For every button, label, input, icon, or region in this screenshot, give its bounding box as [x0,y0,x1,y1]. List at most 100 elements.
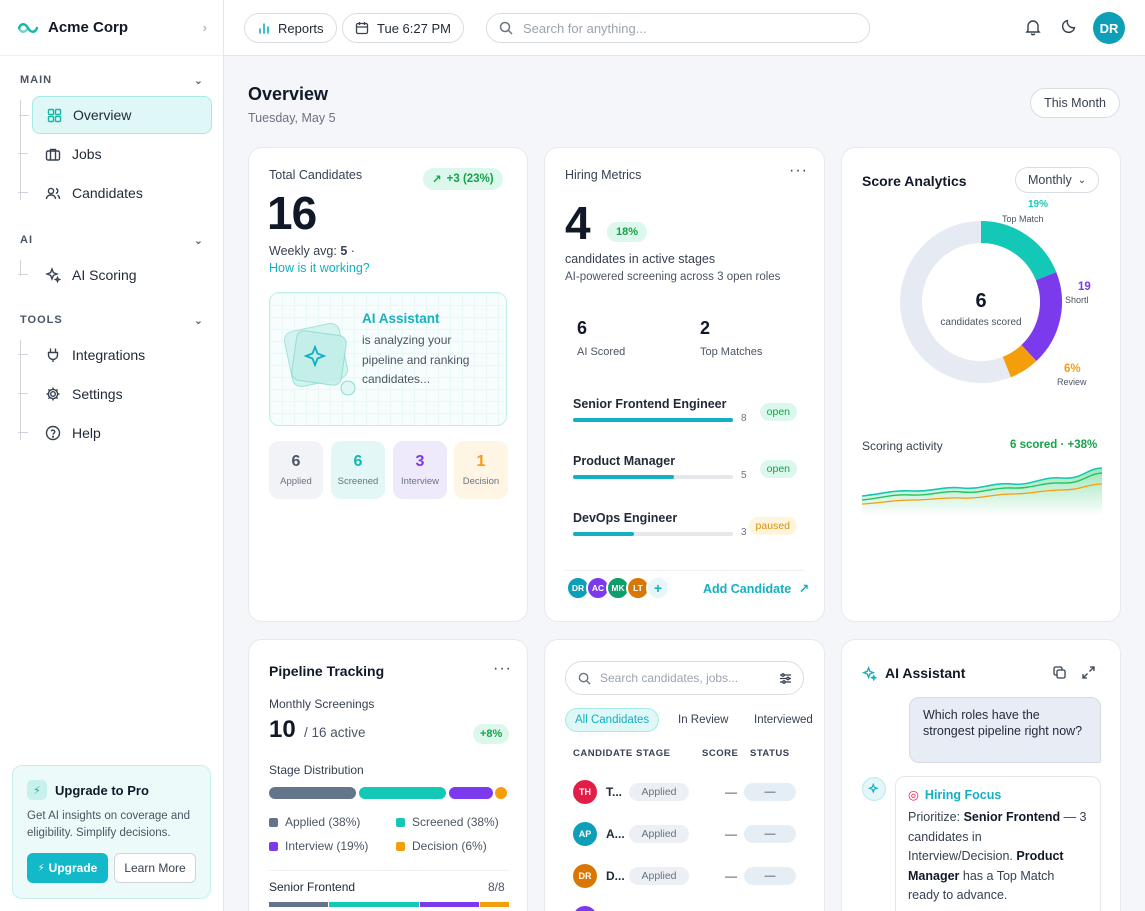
copy-icon[interactable] [1053,666,1066,679]
top-match-label: Top Match [1002,214,1044,224]
candidate-search-input[interactable]: Search candidates, jobs... [565,661,804,695]
section-main[interactable]: MAIN ⌄ [0,70,224,90]
expand-icon[interactable] [1082,666,1095,679]
focus-label: Hiring Focus [924,787,1002,802]
answer-part: — 3 candidates in Interview/Decision. [908,810,1087,863]
role-status-badge: open [759,403,797,421]
add-candidate-link[interactable]: Add Candidate ↗ [703,581,809,596]
tab-all-candidates[interactable]: All Candidates [565,708,660,732]
arrow-up-right-icon: ↗ [798,582,810,596]
score-title: Score Analytics [862,173,967,189]
user-avatar[interactable]: DR [1093,12,1125,44]
role-status-badge: paused [748,517,797,535]
review-label: Review [1057,377,1087,387]
role-progress [573,475,733,479]
dist-seg-decision [495,787,507,799]
stage-count: 1 [476,453,486,470]
donut-slice-other[interactable] [900,221,1011,383]
stage-interview[interactable]: 3 Interview [393,441,447,499]
role-name: Product Manager [573,454,676,468]
ai-banner-title: AI Assistant [362,311,440,326]
role-name: Senior Frontend Engineer [573,397,727,411]
moon-icon[interactable] [1061,18,1077,34]
section-ai[interactable]: AI ⌄ [0,230,224,250]
plug-icon [44,346,62,364]
sidebar: Acme Corp › MAIN ⌄ Overview Jobs Candidat… [0,0,224,911]
sparkles-icon [862,665,877,681]
global-search-input[interactable]: Search for anything... [486,13,870,43]
reports-button[interactable]: Reports [244,13,337,43]
bell-icon[interactable] [1025,18,1041,36]
col-candidate[interactable]: CANDIDATE [573,748,633,759]
donut-chart: 19% Top Match 19 Shortl 6% Review [900,199,1091,387]
dist-seg-interview [449,787,493,799]
section-tools[interactable]: TOOLS ⌄ [0,310,224,330]
period-select[interactable]: Monthly ⌄ [1015,167,1100,193]
chevron-down-icon[interactable]: ⌄ [193,74,204,87]
filter-icon[interactable] [779,672,792,685]
answer-text: Prioritize: Senior Frontend — 3 candidat… [908,808,1088,906]
col-stage[interactable]: STAGE [636,748,671,759]
candidate-status: — [744,783,796,801]
brand-header[interactable]: Acme Corp › [0,0,223,56]
sparkles-icon [44,266,62,284]
plus-icon[interactable]: + [646,576,670,600]
donut-slice-top-match[interactable] [980,221,1057,281]
donut-slice-review[interactable] [1002,344,1037,378]
upgrade-button-label: Upgrade [48,861,98,875]
range-button[interactable]: This Month [1030,88,1120,118]
ai-sparkle-illustration [283,322,356,396]
legend-label: Screened (38%) [412,815,499,829]
nav-overview[interactable]: Overview [19,96,212,134]
pipeline-badge: +8% [473,724,510,744]
more-icon[interactable]: ··· [789,162,808,179]
answer-role-1: Senior Frontend [963,810,1061,824]
search-icon [499,21,513,35]
gear-icon [44,385,62,403]
stage-applied[interactable]: 6 Applied [269,441,323,499]
role-row[interactable]: DevOps Engineer 3 paused [573,511,797,538]
pipeline-title: Pipeline Tracking [269,663,385,679]
users-icon [44,184,62,202]
stage-screened[interactable]: 6 Screened [331,441,385,499]
change-value: +3 (23%) [446,173,494,185]
how-it-works-link[interactable]: How is it working? [269,261,370,275]
assistant-answer-bubble: ◎ Hiring Focus Prioritize: Senior Fronten… [895,776,1101,911]
calendar-icon [355,22,369,35]
assistant-title: AI Assistant [885,665,966,681]
ai-scored-label: AI Scored [577,346,626,358]
nav-jobs[interactable]: Jobs [18,135,212,173]
more-icon[interactable]: ··· [493,660,512,677]
chevron-down-icon[interactable]: ⌄ [193,314,204,327]
upgrade-button[interactable]: ⚡ Upgrade [27,853,108,883]
col-score[interactable]: SCORE [702,748,739,759]
candidate-avatar: DR [573,864,597,888]
datetime-button[interactable]: Tue 6:27 PM [342,13,464,43]
chevron-down-icon[interactable]: ⌄ [193,234,204,247]
stage-label: Interview [400,476,439,487]
nav-candidates[interactable]: Candidates [18,174,212,212]
tab-interviewed[interactable]: Interviewed [754,714,813,726]
learn-more-button[interactable]: Learn More [114,853,196,883]
role-count: 8 [741,413,747,424]
nav-settings[interactable]: Settings [18,375,212,413]
stage-decision[interactable]: 1 Decision [454,441,508,499]
tab-in-review[interactable]: In Review [678,714,729,726]
nav-label: Settings [72,386,123,402]
nav-help[interactable]: Help [18,414,212,452]
legend-label: Applied (38%) [285,815,361,829]
upgrade-title: Upgrade to Pro [55,782,149,798]
chevron-right-icon[interactable]: › [202,20,207,35]
sparkles-icon [868,783,879,794]
nav-ai-scoring[interactable]: AI Scoring [18,256,212,294]
role-row[interactable]: Product Manager 5 open [573,454,797,481]
weekly-sep: · [350,244,355,258]
donut-slice-shortlisted[interactable] [1021,272,1062,362]
focus-heading: ◎ Hiring Focus [908,787,1088,803]
nav-integrations[interactable]: Integrations [18,336,212,374]
role-row[interactable]: Senior Frontend Engineer 8 open [573,397,797,424]
bolt-icon: ⚡ [37,862,45,874]
dist-seg-applied [269,787,356,799]
col-status[interactable]: STATUS [750,748,790,759]
nav-label: AI Scoring [72,267,137,283]
